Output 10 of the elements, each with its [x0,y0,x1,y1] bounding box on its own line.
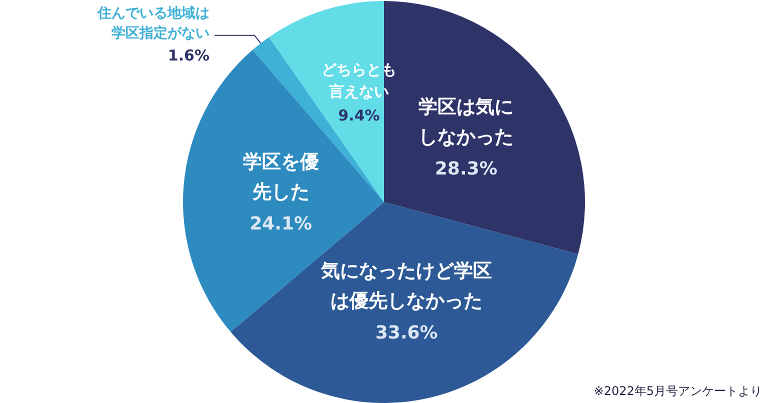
data-label: 1.6% [168,46,210,64]
slice-label: 気になったけど学区は優先しなかった [320,260,492,312]
text: ※2022年5月号アンケートより [594,384,762,398]
slice-label: 学区は気にしなかった [418,96,514,148]
slice-label: 住んでいる地域は学区指定がない [96,5,210,42]
slice-label: 学区を優先した [242,150,319,203]
data-label: 28.3% [434,158,498,180]
data-label: 33.6% [375,322,438,344]
data-label: 24.1% [250,213,312,234]
data-label: 9.4% [338,106,380,124]
